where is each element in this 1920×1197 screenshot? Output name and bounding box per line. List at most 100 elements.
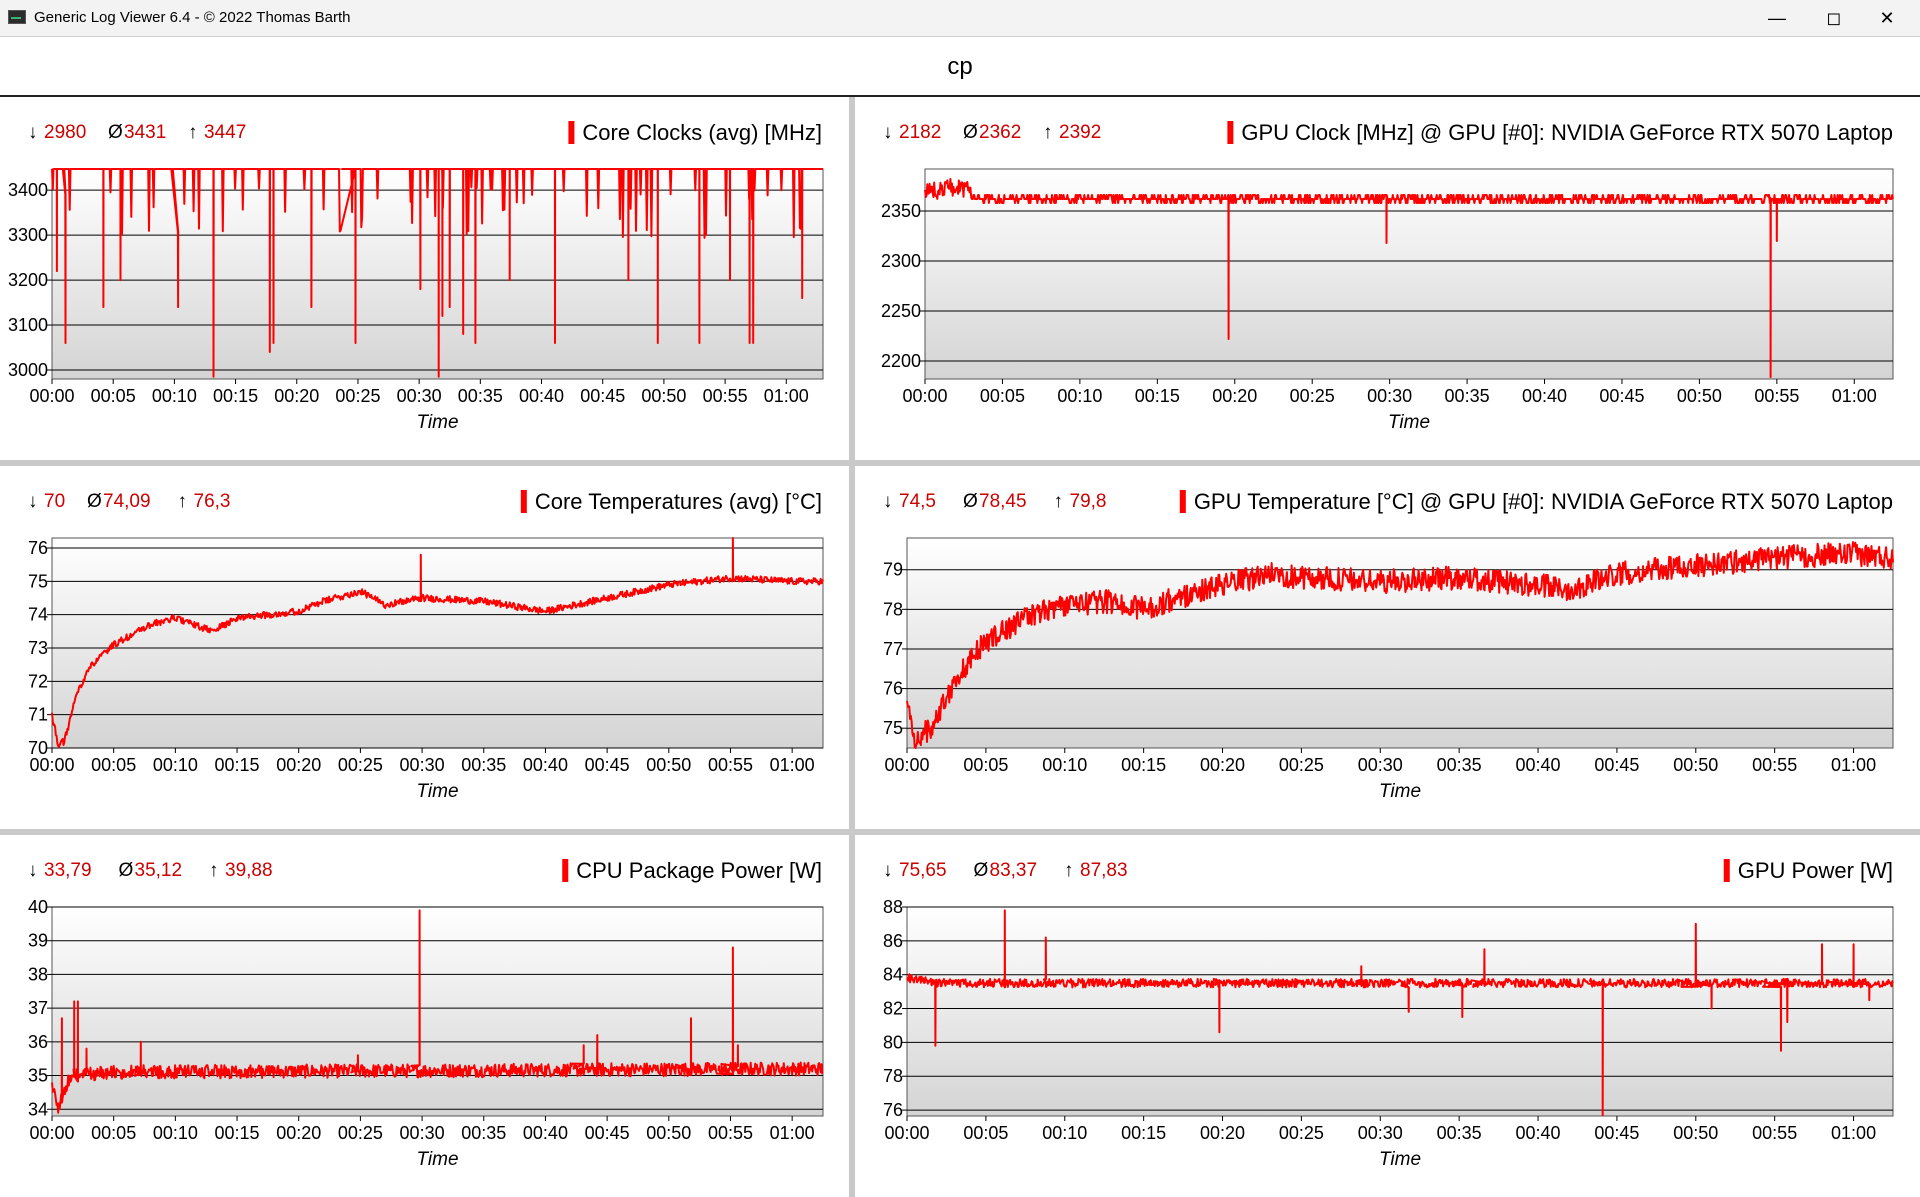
x-tick-label: 00:10 [1057, 386, 1102, 406]
x-tick-label: 00:15 [1121, 1123, 1166, 1143]
y-tick-label: 37 [28, 998, 48, 1018]
chart-panel-core-clocks: ↓ 2980 Ø 3431 ↑ 3447 Core Clocks (avg) [MHz] 30… [0, 97, 849, 460]
stat-avg-value: 35,12 [135, 860, 183, 881]
stat-avg-value: 78,45 [979, 491, 1027, 512]
y-tick-label: 73 [28, 638, 48, 658]
chart-panel-gpu-temperature: ↓ 74,5 Ø 78,45 ↑ 79,8 GPU Temperature [°C] @ G… [855, 466, 1920, 829]
series-line [906, 909, 1894, 1117]
x-tick-label: 00:25 [1279, 1123, 1324, 1143]
x-tick-label: 00:00 [884, 1123, 929, 1143]
chart-core-clocks: ↓ 2980 Ø 3431 ↑ 3447 Core Clocks (avg) [MHz] 30… [8, 120, 824, 433]
x-tick-label: 00:00 [902, 386, 947, 406]
series-line [51, 537, 824, 748]
x-tick-label: 00:35 [1437, 755, 1482, 775]
legend-marker [568, 121, 575, 144]
x-tick-label: 00:40 [1516, 755, 1561, 775]
legend-marker [520, 490, 527, 513]
x-tick-label: 00:50 [646, 1123, 691, 1143]
x-tick-label: 00:00 [29, 1123, 74, 1143]
chart-title: CPU Package Power [W] [576, 858, 822, 883]
x-tick-label: 00:55 [708, 755, 753, 775]
x-tick-label: 00:15 [215, 755, 260, 775]
stat-avg-symbol: Ø [87, 491, 102, 512]
x-tick-label: 00:05 [980, 386, 1025, 406]
x-tick-label: 00:50 [1677, 386, 1722, 406]
x-tick-label: 00:25 [335, 386, 380, 406]
y-tick-label: 70 [28, 738, 48, 758]
x-tick-label: 00:20 [274, 386, 319, 406]
stats-row: ↓ 70 Ø 74,09 ↑ 76,3 [28, 491, 230, 512]
x-tick-label: 00:10 [153, 755, 198, 775]
x-tick-label: 00:15 [1135, 386, 1180, 406]
x-tick-label: 00:55 [1752, 755, 1797, 775]
x-tick-label: 00:20 [276, 755, 321, 775]
stat-min-value: 74,5 [899, 491, 936, 512]
stat-avg-symbol: Ø [974, 860, 989, 881]
maximize-icon[interactable]: ◻ [1826, 7, 1842, 28]
y-tick-label: 75 [28, 571, 48, 591]
y-tick-label: 2200 [881, 351, 921, 371]
chart-panel-cpu-power: ↓ 33,79 Ø 35,12 ↑ 39,88 CPU Package Power [W] 3… [0, 835, 849, 1197]
x-tick-label: 00:35 [458, 386, 503, 406]
x-tick-label: 00:15 [215, 1123, 260, 1143]
x-tick-label: 00:30 [400, 1123, 445, 1143]
stats-row: ↓ 33,79 Ø 35,12 ↑ 39,88 [28, 860, 273, 881]
x-tick-label: 00:10 [153, 1123, 198, 1143]
x-tick-label: 00:40 [523, 1123, 568, 1143]
y-tick-label: 75 [883, 718, 903, 738]
window-title: Generic Log Viewer 6.4 - © 2022 Thomas B… [34, 9, 351, 26]
plot-area [906, 537, 1894, 749]
x-tick-label: 00:50 [641, 386, 686, 406]
x-tick-label: 00:05 [963, 755, 1008, 775]
x-tick-label: 01:00 [770, 1123, 815, 1143]
x-tick-label: 00:45 [580, 386, 625, 406]
stat-max-symbol: ↑ [178, 491, 188, 512]
y-tick-label: 38 [28, 964, 48, 984]
x-tick-label: 00:25 [338, 1123, 383, 1143]
x-tick-label: 00:45 [1594, 1123, 1639, 1143]
stat-max-value: 39,88 [225, 860, 273, 881]
y-tick-label: 82 [883, 999, 903, 1019]
x-tick-label: 00:40 [519, 386, 564, 406]
y-tick-label: 71 [28, 705, 48, 725]
stat-avg-value: 83,37 [990, 860, 1038, 881]
x-tick-label: 00:40 [1516, 1123, 1561, 1143]
y-tick-label: 72 [28, 671, 48, 691]
x-tick-label: 00:45 [585, 1123, 630, 1143]
chart-gpu-clock: ↓ 2182 Ø 2362 ↑ 2392 GPU Clock [MHz] @ GPU [#0… [881, 120, 1894, 433]
stat-max-symbol: ↑ [1054, 491, 1064, 512]
y-tick-label: 80 [883, 1032, 903, 1052]
stat-min-value: 2980 [44, 122, 86, 143]
stat-min-value: 2182 [899, 122, 941, 143]
stat-max-value: 79,8 [1070, 491, 1107, 512]
y-tick-label: 3000 [8, 360, 48, 380]
x-tick-label: 00:50 [646, 755, 691, 775]
stat-max-value: 3447 [204, 122, 246, 143]
x-tick-label: 00:35 [1445, 386, 1490, 406]
x-tick-label: 00:00 [29, 755, 74, 775]
x-tick-label: 00:30 [1358, 755, 1403, 775]
x-tick-label: 00:45 [1594, 755, 1639, 775]
x-tick-label: 01:00 [1831, 755, 1876, 775]
y-tick-label: 74 [28, 605, 48, 625]
x-tick-label: 00:55 [1754, 386, 1799, 406]
x-tick-label: 00:45 [1599, 386, 1644, 406]
x-tick-label: 00:30 [400, 755, 445, 775]
stat-max-symbol: ↑ [188, 122, 198, 143]
minimize-icon[interactable]: — [1768, 7, 1786, 28]
chart-grid: ↓ 2980 Ø 3431 ↑ 3447 Core Clocks (avg) [MHz] 30… [0, 97, 1920, 1197]
y-tick-label: 3100 [8, 315, 48, 335]
chart-cpu-power: ↓ 33,79 Ø 35,12 ↑ 39,88 CPU Package Power [W] 3… [28, 858, 824, 1170]
y-tick-label: 77 [883, 639, 903, 659]
close-icon[interactable]: ✕ [1879, 7, 1895, 28]
stat-max-symbol: ↑ [1064, 860, 1074, 881]
x-tick-label: 00:20 [1212, 386, 1257, 406]
chart-panel-core-temperatures: ↓ 70 Ø 74,09 ↑ 76,3 Core Temperatures (avg) [°… [0, 466, 849, 829]
x-tick-label: 00:00 [29, 386, 74, 406]
x-tick-label: 01:00 [770, 755, 815, 775]
stat-min-symbol: ↓ [28, 122, 38, 143]
stats-row: ↓ 2980 Ø 3431 ↑ 3447 [28, 122, 246, 143]
x-axis-label: Time [1379, 1149, 1421, 1170]
x-tick-label: 00:05 [91, 386, 136, 406]
y-tick-label: 78 [883, 1066, 903, 1086]
